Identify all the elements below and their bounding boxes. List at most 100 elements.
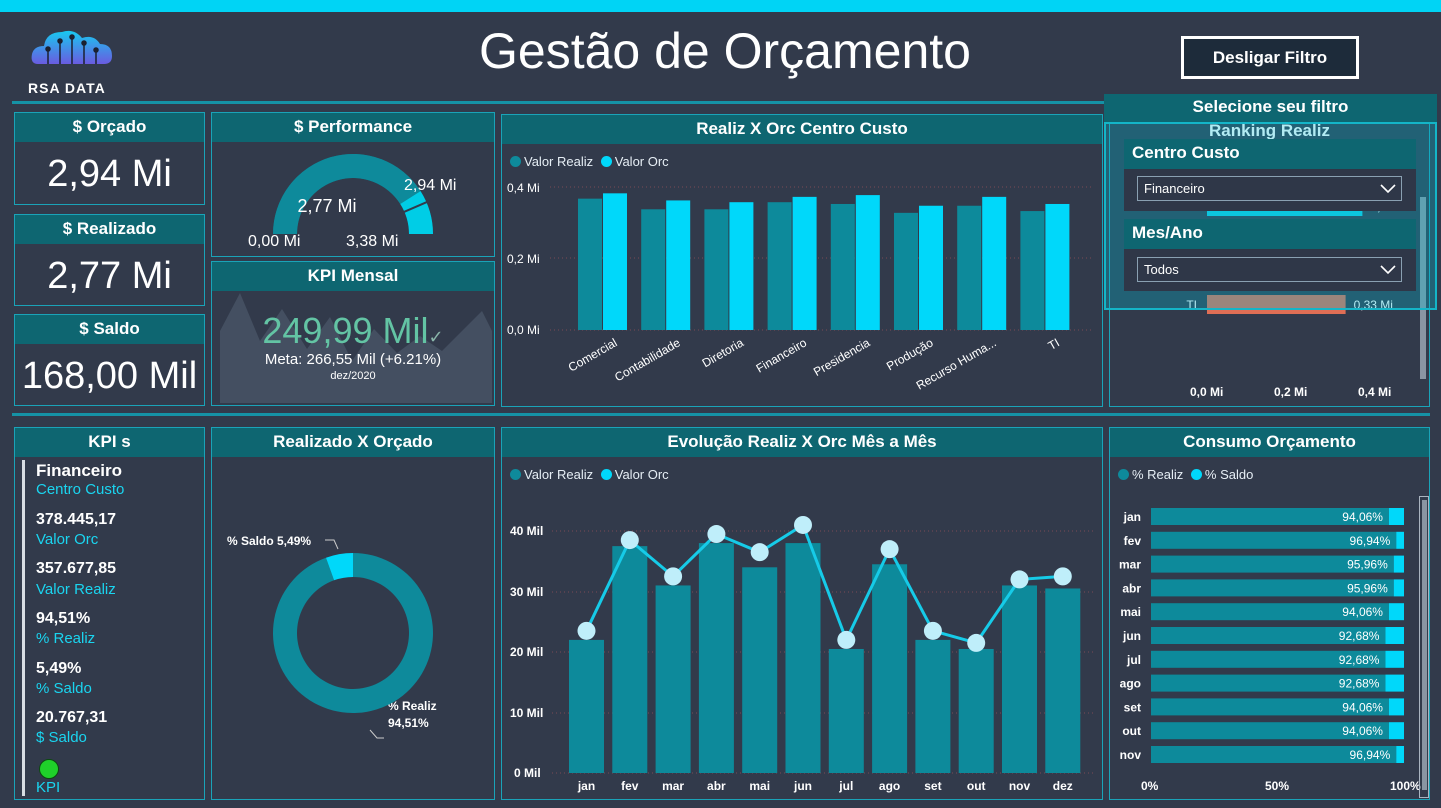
x-tick: abr <box>707 779 726 793</box>
kpi-indicator-label: KPI <box>36 779 61 796</box>
filter-panel-header: Selecione seu filtro <box>1104 94 1437 122</box>
x-tick: Produção <box>884 335 936 373</box>
kpi-value: 94,51% <box>36 610 91 627</box>
centro-custo-dropdown[interactable]: Financeiro <box>1137 176 1402 201</box>
bar-orc <box>603 193 627 330</box>
bar-orc <box>729 202 754 330</box>
bar-realiz <box>1151 674 1386 692</box>
bar-saldo <box>1388 698 1404 716</box>
centro-custo-chart-panel: Realiz X Orc Centro Custo Valor Realiz V… <box>501 114 1103 407</box>
panel-title: Realiz X Orc Centro Custo <box>502 115 1102 144</box>
x-tick: dez <box>1053 779 1073 793</box>
panel-title: KPI Mensal <box>212 262 494 291</box>
filter-off-button[interactable]: Desligar Filtro <box>1181 36 1359 79</box>
mes-ano-dropdown[interactable]: Todos <box>1137 257 1402 282</box>
card-title: $ Saldo <box>15 315 204 344</box>
kpi-trend-area <box>220 293 492 403</box>
card-value: 2,77 Mi <box>47 255 172 297</box>
gauge-max-label: 3,38 Mi <box>346 233 398 250</box>
realiz-leader-line <box>369 729 384 739</box>
x-tick: mai <box>749 779 770 793</box>
realiz-value: 94,51% <box>388 716 429 730</box>
bar-realiz <box>698 543 734 773</box>
bar-realiz <box>1151 627 1386 644</box>
x-tick: 0,0 Mi <box>1190 385 1223 399</box>
chart-legend: Valor Realiz Valor Orc <box>510 154 669 169</box>
y-tick: 0 Mil <box>514 766 541 780</box>
x-tick: out <box>967 779 986 793</box>
kpi-name: Financeiro <box>36 461 122 480</box>
y-tick: 10 Mil <box>510 706 543 720</box>
orc-point <box>967 633 986 652</box>
logo: RSA DATA <box>28 24 118 96</box>
y-tick: jan <box>1123 510 1141 524</box>
y-tick: 30 Mil <box>510 585 543 599</box>
realiz-label: % Realiz <box>388 699 437 713</box>
ranking-scrollbar[interactable] <box>1420 197 1426 379</box>
x-tick: nov <box>1009 779 1031 793</box>
x-tick: 50% <box>1265 779 1289 793</box>
orc-point <box>794 515 812 534</box>
card-title: $ Realizado <box>15 215 204 244</box>
data-label: 95,96% <box>1347 558 1388 572</box>
bar-saldo <box>1396 531 1404 549</box>
ranking-title: Ranking Realiz <box>1209 121 1330 140</box>
y-tick: out <box>1122 724 1141 738</box>
bar-saldo <box>1385 627 1404 644</box>
card-saldo: $ Saldo 168,00 Mil <box>14 314 205 406</box>
chevron-down-icon <box>1380 184 1396 194</box>
gauge-min-label: 0,00 Mi <box>248 233 300 250</box>
consumo-panel: Consumo Orçamento % Realiz % Saldo 0% 50… <box>1109 427 1430 800</box>
donut-slice <box>273 553 433 713</box>
legend-dot-orc <box>600 156 612 167</box>
bar-realiz <box>704 209 729 330</box>
y-tick: 0,0 Mi <box>507 323 540 337</box>
data-label: 94,06% <box>1342 724 1383 738</box>
data-label: 94,06% <box>1342 700 1383 714</box>
kpi-name-label: Centro Custo <box>36 481 125 498</box>
bar-realiz <box>1151 650 1386 668</box>
bar-realiz <box>655 585 691 773</box>
x-tick: fev <box>621 779 639 793</box>
x-tick: Presidencia <box>811 335 873 379</box>
x-tick: Diretoria <box>700 335 747 370</box>
y-tick: fev <box>1124 534 1142 548</box>
bar-realiz <box>958 648 994 773</box>
y-tick: 40 Mil <box>510 524 543 538</box>
kpi-label: Valor Orc <box>36 531 99 548</box>
x-tick: jul <box>838 779 853 793</box>
bar-saldo <box>1393 579 1404 597</box>
bar-realiz <box>872 564 908 773</box>
bar-realiz <box>578 198 602 330</box>
x-tick: jan <box>577 779 595 793</box>
bar-realiz <box>569 639 604 773</box>
realizado-orcado-donut: % Saldo 5,49% % Realiz 94,51% <box>227 534 437 739</box>
orc-point <box>750 543 769 562</box>
bar-realiz <box>894 212 918 330</box>
legend-label: Valor Realiz <box>524 154 594 169</box>
legend-dot-orc <box>600 469 612 480</box>
y-tick: set <box>1124 700 1141 714</box>
bar-realiz <box>957 205 982 330</box>
bar-realiz <box>1045 588 1081 773</box>
bar-realiz <box>1151 698 1389 716</box>
orc-point <box>1010 570 1029 589</box>
panel-title: Realizado X Orçado <box>212 428 494 457</box>
bar-saldo <box>1388 722 1404 740</box>
bar-realiz <box>1151 603 1389 621</box>
card-value: 168,00 Mil <box>21 355 198 397</box>
gauge-fill <box>273 154 421 234</box>
x-tick: Contabilidade <box>612 335 683 384</box>
legend-dot-saldo <box>1190 469 1202 480</box>
consumo-scrollbar-track[interactable] <box>1419 496 1429 798</box>
gauge-target-label: 2,94 Mi <box>404 177 456 194</box>
card-orcado: $ Orçado 2,94 Mi <box>14 112 205 205</box>
x-tick: 100% <box>1390 779 1421 793</box>
bar-realiz <box>828 648 864 773</box>
legend-dot-realiz <box>1118 469 1129 480</box>
consumo-scrollbar-thumb[interactable] <box>1422 500 1427 790</box>
legend-label: Valor Orc <box>614 467 669 482</box>
bar-realiz <box>1020 211 1045 330</box>
kpi-mensal-value: 249,99 Mil✓ <box>212 310 494 352</box>
kpi-value-text: 249,99 Mil <box>262 310 429 351</box>
